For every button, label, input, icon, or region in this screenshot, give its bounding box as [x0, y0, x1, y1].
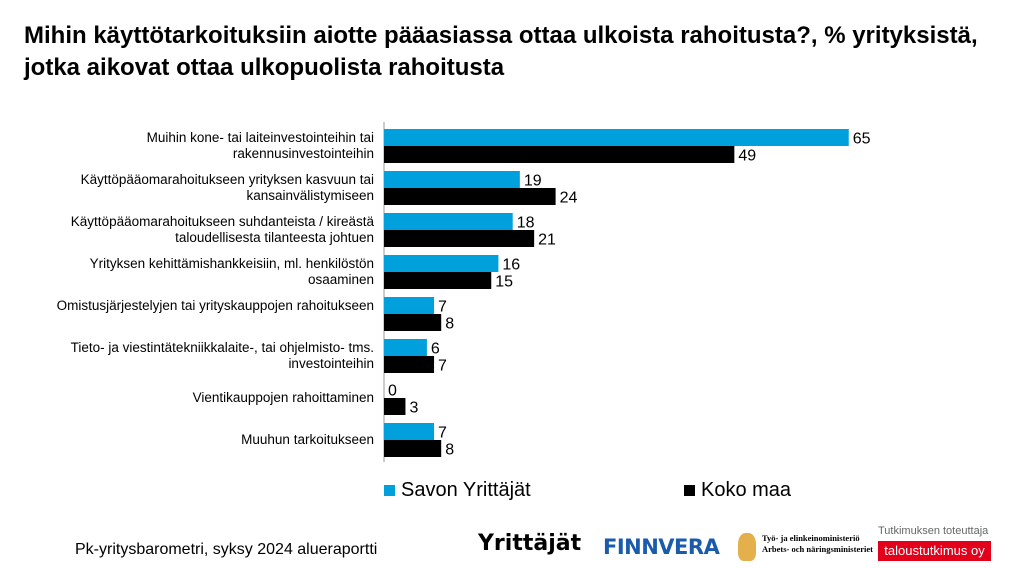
- data-label: 7: [438, 299, 447, 316]
- legend-label: Koko maa: [701, 479, 792, 501]
- data-label: 49: [738, 148, 756, 165]
- category-label: Muihin kone- tai laiteinvestointeihin ta…: [146, 130, 374, 161]
- category-label: Käyttöpääomarahoitukseen yrityksen kasvu…: [80, 172, 374, 203]
- bar: [384, 213, 513, 230]
- data-label: 7: [438, 425, 447, 442]
- bar: [384, 339, 427, 356]
- researcher-label: Tutkimuksen toteuttaja: [878, 525, 989, 537]
- bar: [384, 146, 735, 163]
- chart-title: Mihin käyttötarkoituksiin aiotte pääasia…: [24, 22, 978, 81]
- legend-label: Savon Yrittäjät: [401, 479, 531, 501]
- bar: [384, 272, 492, 289]
- bar: [384, 297, 435, 314]
- footer-text: Pk-yritysbarometri, syksy 2024 aluerapor…: [75, 541, 378, 558]
- legend-swatch: [384, 485, 395, 496]
- data-label: 15: [495, 274, 513, 291]
- category-label: Tieto- ja viestintätekniikkalaite-, tai …: [70, 340, 374, 371]
- taloustutkimus-logo: taloustutkimus oy: [878, 541, 991, 561]
- data-label: 3: [409, 400, 418, 417]
- legend-swatch: [684, 485, 695, 496]
- category-label: Yrityksen kehittämishankkeisiin, ml. hen…: [89, 256, 374, 287]
- bar: [384, 188, 556, 205]
- tem-name-sv: Arbets- och näringsministeriet: [762, 544, 873, 554]
- category-label: Muuhun tarkoitukseen: [241, 432, 374, 447]
- finnvera-logo: FINNVERA: [603, 535, 720, 559]
- category-label: Käyttöpääomarahoitukseen suhdanteista / …: [70, 214, 374, 245]
- bar: [384, 255, 499, 272]
- category-label: Omistusjärjestelyjen tai yrityskauppojen…: [56, 298, 374, 313]
- bar: [384, 356, 435, 373]
- tem-name-fi: Työ- ja elinkeinoministeriö: [762, 533, 860, 543]
- data-label: 0: [388, 383, 397, 400]
- legend-item-koko-maa: Koko maa: [684, 479, 791, 502]
- bar: [384, 398, 406, 415]
- bar: [384, 440, 442, 457]
- data-label: 6: [431, 341, 440, 358]
- data-label: 8: [445, 442, 454, 459]
- bar: [384, 129, 849, 146]
- data-label: 8: [445, 316, 454, 333]
- data-label: 24: [560, 190, 578, 207]
- bar: [384, 230, 535, 247]
- tem-logo: Työ- ja elinkeinoministeriö Arbets- och n…: [738, 533, 873, 555]
- lion-emblem-icon: [738, 533, 756, 561]
- data-label: 65: [853, 131, 871, 148]
- data-label: 7: [438, 358, 447, 375]
- data-label: 16: [502, 257, 520, 274]
- legend-item-savon: Savon Yrittäjät: [384, 479, 531, 502]
- bar: [384, 314, 442, 331]
- bar: [384, 423, 435, 440]
- data-label: 21: [538, 232, 556, 249]
- data-label: 18: [517, 215, 535, 232]
- yrittajat-logo: Yrittäjät: [478, 531, 582, 556]
- data-label: 19: [524, 173, 542, 190]
- bar: [384, 171, 520, 188]
- category-label: Vientikauppojen rahoittaminen: [192, 390, 374, 405]
